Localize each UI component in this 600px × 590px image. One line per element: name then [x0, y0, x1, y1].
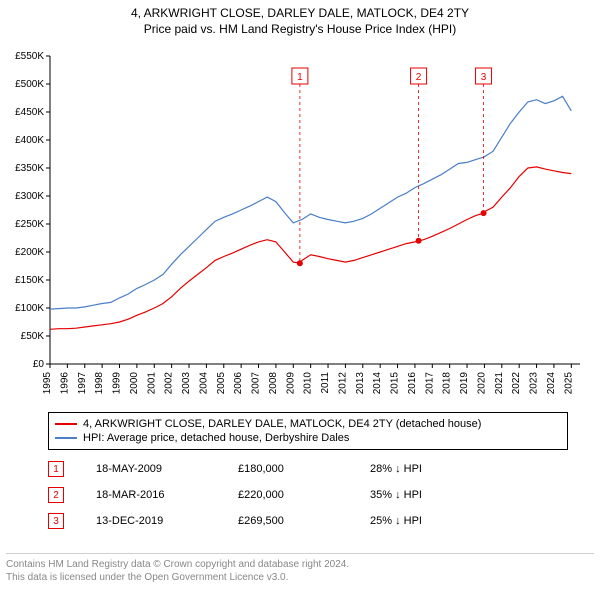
x-tick-label: 2001	[146, 372, 157, 395]
y-tick-label: £550K	[15, 51, 44, 62]
sale-diff: 28% ↓ HPI	[370, 463, 422, 475]
y-tick-label: £100K	[15, 303, 44, 314]
x-tick-label: 2000	[129, 372, 140, 395]
x-tick-label: 2019	[459, 372, 470, 395]
y-tick-label: £300K	[15, 191, 44, 202]
title-line-2: Price paid vs. HM Land Registry's House …	[0, 22, 600, 36]
x-tick-label: 2014	[372, 372, 383, 395]
chart: £0 £50K £100K £150K £200K £250K £300K £350K £400…	[0, 44, 600, 404]
series-property	[50, 167, 571, 329]
y-tick-label: £350K	[15, 163, 44, 174]
y-tick-label: £400K	[15, 135, 44, 146]
x-tick-label: 1997	[77, 372, 88, 395]
legend-swatch	[55, 437, 77, 439]
x-tick-label: 2016	[407, 372, 418, 395]
x-tick-label: 2007	[251, 372, 262, 395]
chart-svg: £0 £50K £100K £150K £200K £250K £300K £350K £400…	[0, 44, 600, 404]
sale-point	[416, 238, 422, 244]
title-line-1: 4, ARKWRIGHT CLOSE, DARLEY DALE, MATLOCK…	[0, 6, 600, 20]
sale-point	[297, 260, 303, 266]
x-tick-label: 2022	[511, 372, 522, 395]
sale-diff: 25% ↓ HPI	[370, 515, 422, 527]
x-tick-label: 2009	[285, 372, 296, 395]
y-tick-label: £0	[33, 359, 45, 370]
x-tick-label: 2006	[233, 372, 244, 395]
x-tick-label: 1996	[59, 372, 70, 395]
sale-price: £269,500	[238, 515, 338, 527]
footer-line-2: This data is licensed under the Open Gov…	[6, 571, 594, 584]
x-tick-label: 2015	[390, 372, 401, 395]
x-tick-label: 2013	[355, 372, 366, 395]
legend-row: HPI: Average price, detached house, Derb…	[55, 431, 561, 445]
legend-row: 4, ARKWRIGHT CLOSE, DARLEY DALE, MATLOCK…	[55, 417, 561, 431]
sale-date: 18-MAY-2009	[96, 463, 206, 475]
x-tick-label: 1995	[42, 372, 53, 395]
sale-price: £220,000	[238, 489, 338, 501]
footer-line-1: Contains HM Land Registry data © Crown c…	[6, 558, 594, 571]
sale-marker-badge: 1	[48, 461, 64, 477]
x-tick-label: 2003	[181, 372, 192, 395]
x-tick-label: 2002	[164, 372, 175, 395]
x-tick-label: 2020	[476, 372, 487, 395]
chart-title: 4, ARKWRIGHT CLOSE, DARLEY DALE, MATLOCK…	[0, 0, 600, 36]
sale-point	[481, 210, 487, 216]
sale-row: 2 18-MAR-2016 £220,000 35% ↓ HPI	[48, 482, 422, 508]
x-tick-label: 1998	[94, 372, 105, 395]
chart-marker-number: 2	[416, 72, 422, 83]
x-tick-label: 2024	[546, 372, 557, 395]
footer: Contains HM Land Registry data © Crown c…	[6, 553, 594, 584]
y-tick-label: £150K	[15, 275, 44, 286]
chart-marker-number: 3	[481, 72, 487, 83]
x-tick-label: 2025	[563, 372, 574, 395]
x-tick-label: 2023	[529, 372, 540, 395]
y-tick-label: £50K	[21, 331, 45, 342]
sale-marker-badge: 3	[48, 513, 64, 529]
x-tick-label: 1999	[112, 372, 123, 395]
legend: 4, ARKWRIGHT CLOSE, DARLEY DALE, MATLOCK…	[48, 412, 568, 450]
y-tick-label: £250K	[15, 219, 44, 230]
sale-date: 18-MAR-2016	[96, 489, 206, 501]
x-tick-label: 2004	[198, 372, 209, 395]
x-tick-label: 2011	[320, 372, 331, 394]
x-tick-label: 2021	[494, 372, 505, 395]
y-tick-label: £200K	[15, 247, 44, 258]
y-tick-label: £500K	[15, 79, 44, 90]
y-tick-label: £450K	[15, 107, 44, 118]
x-tick-label: 2008	[268, 372, 279, 395]
sales-table: 1 18-MAY-2009 £180,000 28% ↓ HPI 2 18-MAR-201…	[48, 456, 422, 534]
sale-row: 1 18-MAY-2009 £180,000 28% ↓ HPI	[48, 456, 422, 482]
sale-price: £180,000	[238, 463, 338, 475]
x-tick-label: 2017	[424, 372, 435, 395]
legend-label: HPI: Average price, detached house, Derb…	[83, 432, 349, 444]
legend-label: 4, ARKWRIGHT CLOSE, DARLEY DALE, MATLOCK…	[83, 418, 481, 430]
sale-diff: 35% ↓ HPI	[370, 489, 422, 501]
sale-marker-badge: 2	[48, 487, 64, 503]
x-tick-label: 2012	[337, 372, 348, 395]
chart-marker-number: 1	[297, 72, 303, 83]
x-tick-label: 2010	[303, 372, 314, 395]
sale-row: 3 13-DEC-2019 £269,500 25% ↓ HPI	[48, 508, 422, 534]
series-hpi	[50, 96, 571, 309]
x-tick-label: 2018	[442, 372, 453, 395]
sale-date: 13-DEC-2019	[96, 515, 206, 527]
legend-swatch	[55, 423, 77, 425]
x-tick-label: 2005	[216, 372, 227, 395]
